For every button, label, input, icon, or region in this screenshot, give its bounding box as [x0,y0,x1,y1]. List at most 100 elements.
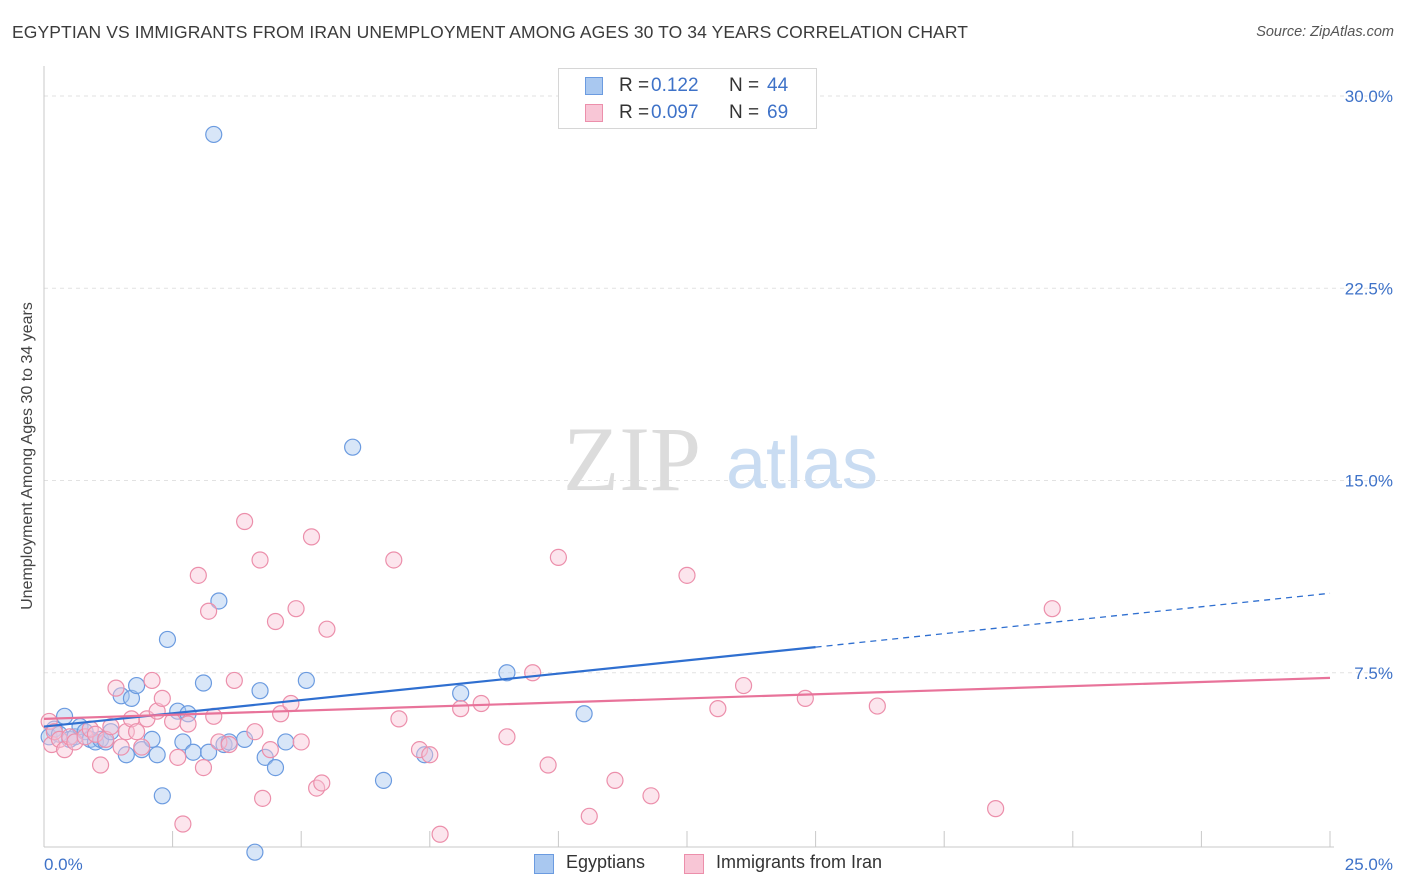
iran-point [210,733,228,751]
iran-point [580,807,598,825]
egyptians-point [148,746,166,764]
iran-point [97,730,115,748]
trend-lines [43,592,1331,728]
iran-point [189,566,207,584]
iran-point [91,756,110,774]
iran-point [524,664,542,682]
legend-swatch-iran [585,104,603,122]
iran-point [220,735,238,754]
egyptians-point [498,664,516,682]
legend-n-label: N = [729,102,760,123]
egyptians-point [200,743,218,761]
iran-point [86,725,105,743]
legend-r-value-egyptians: 0.122 [651,75,699,96]
iran-point [292,733,310,751]
egyptians-trend-extension [815,592,1331,648]
iran-point [225,671,243,690]
egyptians-point [416,746,434,764]
iran-point [66,733,84,751]
watermark-zip: ZIP [563,408,701,510]
legend-n-label: N = [729,75,760,96]
x-tick-label: 0.0% [44,855,83,874]
egyptians-point [205,125,223,144]
egyptians-point [374,771,393,790]
egyptians-point [55,707,74,725]
iran-point [472,694,490,713]
iran-point [282,694,300,713]
y-tick-label: 15.0% [1345,472,1393,491]
egyptians-point [184,743,202,761]
iran-point [452,700,470,718]
data-points [40,125,1061,861]
iran-point [868,697,886,715]
y-tick-label: 22.5% [1345,279,1393,298]
chart-title: EGYPTIAN VS IMMIGRANTS FROM IRAN UNEMPLO… [12,22,969,42]
iran-point [678,566,696,584]
iran-point [539,756,557,774]
source-credit: Source: ZipAtlas.com [1256,24,1394,40]
x-tick-label: 25.0% [1345,855,1393,874]
iran-point [313,774,331,792]
legend-r-label: R = [619,102,650,123]
legend-label-iran: Immigrants from Iran [716,852,883,872]
iran-point [308,779,326,797]
legend-swatch-egyptians [534,854,554,874]
iran-point [709,700,727,718]
iran-point [246,723,264,741]
egyptians-point [575,705,593,723]
egyptians-point [344,438,362,456]
egyptians-point [246,843,264,861]
egyptians-point [277,733,295,751]
iran-point [421,746,439,764]
iran-point [318,620,336,638]
iran-point [102,717,120,736]
iran-point [194,758,213,777]
iran-point [1043,600,1061,618]
legend-swatch-iran [684,854,704,874]
iran-point [734,676,753,695]
egyptians-point [174,733,192,751]
iran-point [169,748,187,766]
legend-r-label: R = [619,75,650,96]
iran-point [236,512,254,531]
grid-lines [44,95,1394,674]
legend-label-egyptians: Egyptians [566,852,646,872]
iran-point [153,689,171,707]
legend-n-value-egyptians: 44 [767,75,789,96]
egyptians-point [153,787,171,805]
iran-point [549,548,568,567]
iran-point [431,825,449,843]
egyptians-point [452,684,470,702]
iran-point [266,612,285,631]
egyptians-point [210,592,228,610]
iran-point [385,551,403,569]
iran-point [796,689,814,707]
iran-point [251,551,269,569]
iran-point [127,723,146,741]
iran-point [302,528,321,546]
iran-point [287,600,305,618]
iran-point [606,771,624,790]
iran-point [133,738,151,756]
iran-point [174,815,192,833]
egyptians-point [251,682,269,700]
correlation-legend: R = 0.122 N = 44 R = 0.097 N = 69 [558,68,817,129]
iran-point [410,741,429,759]
egyptians-trend-line [43,646,816,728]
iran-point [987,800,1005,818]
iran-point [642,787,660,805]
iran-point [390,710,408,728]
legend-swatch-egyptians [585,77,603,95]
y-axis-label: Unemployment Among Ages 30 to 34 years [19,302,36,610]
legend-r-value-iran: 0.097 [651,102,699,123]
watermark-atlas: atlas [726,424,878,504]
iran-point [143,671,161,690]
iran-point [261,741,279,759]
axes [43,66,1334,848]
egyptians-point [194,674,213,692]
iran-point [272,705,290,723]
tick-labels: 7.5% 15.0% 22.5% 30.0% 0.0% 25.0% [44,87,1393,874]
iran-point [498,728,516,746]
legend-n-value-iran: 69 [767,102,789,123]
y-tick-label: 7.5% [1354,664,1393,683]
